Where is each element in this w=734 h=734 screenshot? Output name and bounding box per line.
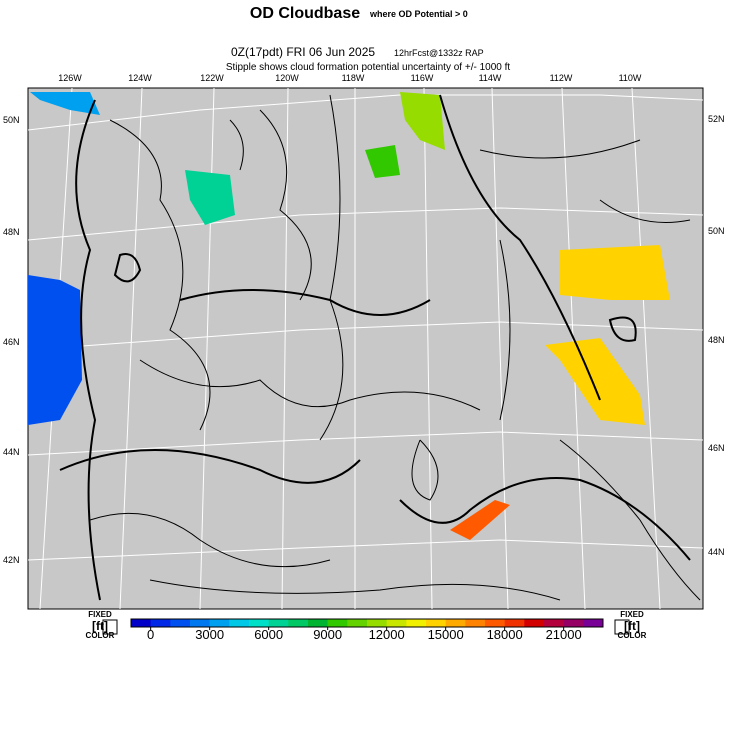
- colorbar-side-label: [ft]: [92, 619, 108, 633]
- colorbar-side-label: [ft]: [624, 619, 640, 633]
- cloud-area: [28, 275, 82, 425]
- run-time: 0Z(17pdt) FRI 06 Jun 2025: [231, 45, 375, 59]
- lon-label: 120W: [275, 73, 299, 83]
- cloud-area: [545, 338, 645, 425]
- legend-box: [614, 619, 630, 635]
- color-swatch: [367, 619, 387, 627]
- color-swatch: [406, 619, 427, 627]
- color-swatch: [347, 619, 368, 627]
- title: OD Cloudbase: [250, 5, 360, 22]
- colorbar-label: 21000: [546, 627, 582, 642]
- legend-box: [102, 619, 118, 635]
- lon-label: 110W: [619, 73, 642, 83]
- color-swatch: [150, 619, 171, 627]
- color-swatch: [170, 619, 191, 627]
- colorbar-side-label: FIXED: [88, 610, 112, 619]
- cloud-area: [560, 245, 670, 300]
- color-swatch: [485, 619, 505, 627]
- cloud-area: [185, 170, 235, 225]
- lat-label: 50N: [3, 115, 20, 125]
- colorbar-label: 15000: [428, 627, 464, 642]
- colorbar-label: 3000: [195, 627, 224, 642]
- lon-label: 122W: [200, 73, 224, 83]
- colorbar-frame: [130, 618, 604, 628]
- lat-label: 42N: [3, 555, 20, 565]
- colorbar-side-label: COLOR: [86, 631, 115, 640]
- lon-label: 118W: [342, 73, 365, 83]
- lat-label: 48N: [708, 335, 725, 345]
- note: Stipple shows cloud formation potential …: [226, 62, 511, 73]
- color-swatch: [504, 619, 525, 627]
- cloud-area: [400, 92, 445, 150]
- colorbar-side-label: COLOR: [618, 631, 647, 640]
- colorbar-label: 0: [147, 627, 154, 642]
- colorbar: [102, 619, 630, 635]
- colorbar-label: 6000: [254, 627, 283, 642]
- map: [27, 87, 704, 610]
- cloud-area: [450, 500, 510, 540]
- cloud-area: [30, 92, 100, 115]
- color-swatch: [583, 619, 604, 627]
- lat-label: 46N: [3, 337, 20, 347]
- color-swatch: [386, 619, 407, 627]
- color-swatch: [209, 619, 230, 627]
- color-swatch: [308, 619, 328, 627]
- lat-label: 48N: [3, 227, 20, 237]
- colorbar-label: 12000: [369, 627, 405, 642]
- color-swatch: [249, 619, 269, 627]
- lat-label: 52N: [708, 114, 725, 124]
- colorbar-side-label: FIXED: [620, 610, 644, 619]
- lon-label: 116W: [411, 73, 434, 83]
- lon-label: 124W: [128, 73, 152, 83]
- color-swatch: [524, 619, 545, 627]
- cloud-area: [365, 145, 400, 178]
- lat-label: 44N: [3, 447, 20, 457]
- color-swatch: [465, 619, 486, 627]
- color-swatch: [288, 619, 309, 627]
- lon-label: 114W: [479, 73, 502, 83]
- color-swatch: [131, 619, 151, 627]
- contour: [89, 94, 701, 601]
- color-swatch: [229, 619, 250, 627]
- color-swatch: [327, 619, 348, 627]
- color-swatch: [445, 619, 466, 627]
- color-swatch: [268, 619, 289, 627]
- lat-label: 44N: [708, 547, 725, 557]
- colorbar-label: 18000: [487, 627, 523, 642]
- lon-label: 112W: [550, 73, 573, 83]
- lon-label: 126W: [58, 73, 82, 83]
- forecast: 12hrFcst@1332z RAP: [394, 48, 484, 58]
- title-note: where OD Potential > 0: [369, 9, 468, 19]
- color-swatch: [544, 619, 564, 627]
- color-swatch: [563, 619, 584, 627]
- lat-label: 50N: [708, 226, 725, 236]
- lat-label: 46N: [708, 443, 725, 453]
- colorbar-label: 9000: [313, 627, 342, 642]
- contour: [59, 94, 691, 601]
- color-swatch: [426, 619, 446, 627]
- color-swatch: [190, 619, 210, 627]
